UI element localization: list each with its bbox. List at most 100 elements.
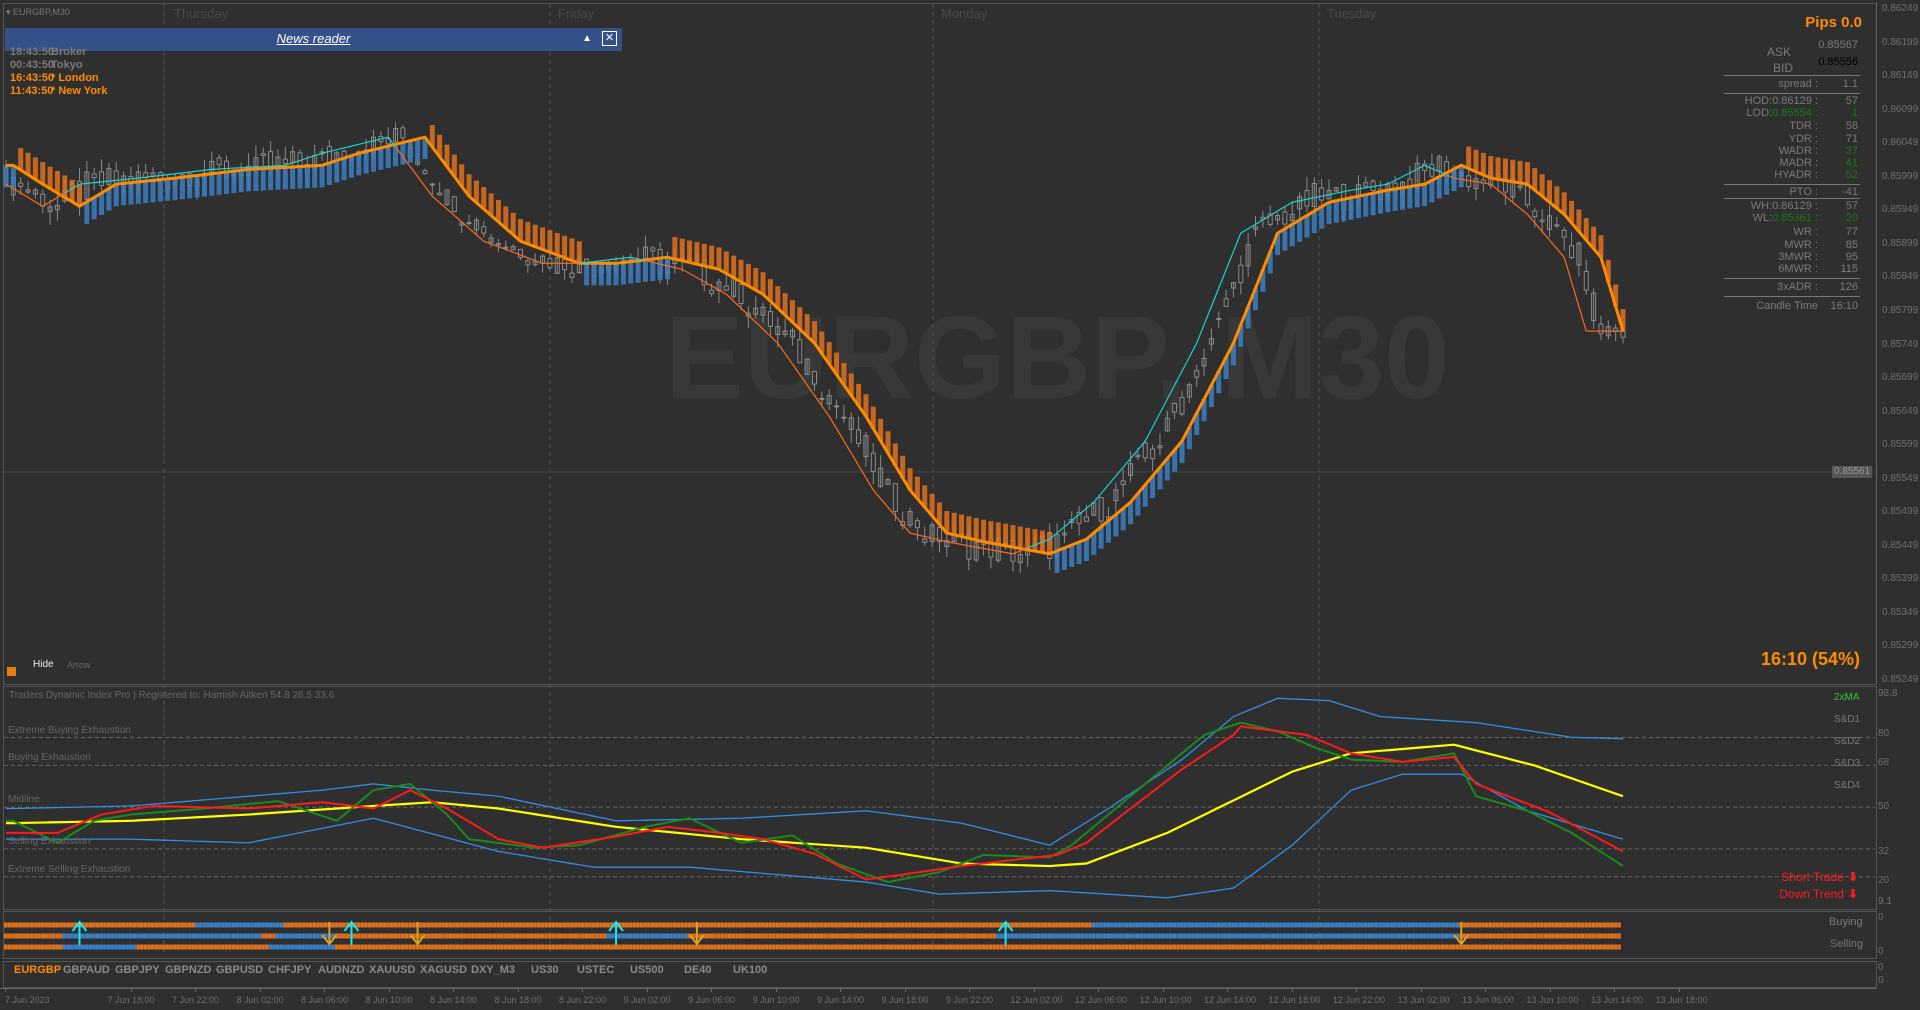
symbol-tab-audnzd[interactable]: AUDNZD xyxy=(318,964,365,976)
signal-dot xyxy=(878,944,883,950)
signal-dot xyxy=(661,933,666,939)
price-tick: 0.85349 xyxy=(1882,606,1919,618)
symbol-tab-gbpjpy[interactable]: GBPJPY xyxy=(115,964,160,976)
hide-button[interactable]: Hide xyxy=(33,659,54,670)
candle-body xyxy=(1561,229,1567,238)
signal-dot xyxy=(1602,933,1607,939)
signal-dot xyxy=(1010,944,1015,950)
signal-dot xyxy=(37,933,41,939)
signal-dot xyxy=(1187,933,1191,939)
news-reader-bar[interactable]: News reader ▲ ✕ xyxy=(5,28,622,51)
signal-dot xyxy=(1102,933,1107,939)
hide-toggle-icon[interactable] xyxy=(7,667,16,676)
symbol-tab-eurgbp[interactable]: EURGBP xyxy=(14,964,62,976)
signal-dot xyxy=(323,933,328,939)
signal-dot xyxy=(272,944,276,950)
fast-ma-segment xyxy=(498,246,507,251)
fast-ma-segment xyxy=(27,196,36,203)
signal-dot xyxy=(1518,933,1522,939)
symbol-tab-xauusd[interactable]: XAUUSD xyxy=(369,964,416,976)
signal-dot xyxy=(720,944,725,950)
signal-dot xyxy=(356,922,361,928)
trend-histogram xyxy=(3,125,1626,573)
signal-dot xyxy=(1477,944,1482,950)
symbol-tab-gbpnzd[interactable]: GBPNZD xyxy=(165,964,212,976)
tdi-lower-band-line xyxy=(6,773,1624,899)
tdi-level-label: Extreme Selling Exhaustion xyxy=(8,863,131,875)
symbol-tab-chfjpy[interactable]: CHFJPY xyxy=(268,964,312,976)
signal-dot xyxy=(761,922,765,928)
bull-bar xyxy=(598,263,604,286)
signal-dot xyxy=(485,933,489,939)
symbol-tab-dxy_m3[interactable]: DXY_M3 xyxy=(471,964,516,976)
buy-arrow-icon xyxy=(71,920,88,945)
signal-dot xyxy=(1077,933,1081,939)
bear-bar xyxy=(900,455,906,478)
fast-ma-segment xyxy=(1284,201,1293,208)
bull-bar xyxy=(326,162,332,185)
signal-dot xyxy=(1591,933,1596,939)
signal-dot xyxy=(985,944,989,950)
signal-dot xyxy=(1437,933,1441,939)
bull-bar xyxy=(371,149,376,172)
fast-ma-segment xyxy=(961,543,969,547)
symbol-tab-us30[interactable]: US30 xyxy=(531,964,559,976)
signal-dot xyxy=(1499,922,1504,928)
tdi-panel-frame[interactable] xyxy=(3,686,1877,910)
signal-dot xyxy=(147,944,151,950)
signal-dot xyxy=(389,933,394,939)
signals-panel-frame[interactable] xyxy=(3,911,1877,959)
signal-dot xyxy=(1128,944,1133,950)
signal-dot xyxy=(1058,933,1063,939)
time-axis[interactable] xyxy=(0,988,1876,989)
price-tick: 0.85549 xyxy=(1882,472,1919,484)
bear-bar xyxy=(687,240,693,263)
signal-dot xyxy=(794,922,798,928)
signal-dot xyxy=(595,922,600,928)
symbol-tab-us500[interactable]: US500 xyxy=(630,964,664,976)
fast-ma-segment xyxy=(285,162,293,166)
triangle-up-icon[interactable]: ▲ xyxy=(582,33,592,44)
fast-ma-segment xyxy=(939,539,947,543)
fast-ma-segment xyxy=(1563,257,1573,283)
symbol-tab-gbpusd[interactable]: GBPUSD xyxy=(216,964,264,976)
signal-dot xyxy=(1121,933,1125,939)
signal-dot xyxy=(1525,933,1529,939)
signal-dot xyxy=(110,922,115,928)
bear-bar xyxy=(459,164,465,187)
signal-dot xyxy=(1073,922,1077,928)
signal-dot xyxy=(1558,933,1563,939)
signal-dot xyxy=(206,944,210,950)
signal-dot xyxy=(209,933,214,939)
symbol-tab-ustec[interactable]: USTEC xyxy=(577,964,615,976)
signal-dot xyxy=(1547,922,1551,928)
price-axis[interactable] xyxy=(1876,3,1877,683)
signal-dot xyxy=(790,922,794,928)
signal-dot xyxy=(1036,922,1041,928)
signal-dot xyxy=(264,944,269,950)
signal-dot xyxy=(841,944,846,950)
close-box-icon[interactable]: ✕ xyxy=(602,31,617,46)
signal-dot xyxy=(1404,922,1408,928)
signal-dot xyxy=(1426,922,1430,928)
symbol-tab-gbpaud[interactable]: GBPAUD xyxy=(63,964,110,976)
news-reader-title[interactable]: News reader xyxy=(276,31,351,46)
signal-dot xyxy=(342,922,346,928)
symbol-tab-xagusd[interactable]: XAGUSD xyxy=(420,964,468,976)
signal-dot xyxy=(628,922,633,928)
candle-body xyxy=(929,524,935,542)
fast-ma-segment xyxy=(1210,287,1220,307)
symbol-tab-uk100[interactable]: UK100 xyxy=(733,964,768,976)
arrow-button[interactable]: Arrow xyxy=(67,660,91,670)
signal-dot xyxy=(1268,944,1272,950)
tdi-legend-1: S&D1 xyxy=(1834,714,1861,725)
signal-dot xyxy=(489,944,493,950)
signal-dot xyxy=(257,922,262,928)
symbol-tab-de40[interactable]: DE40 xyxy=(684,964,712,976)
signal-dot xyxy=(360,922,364,928)
clock-row: 16:43:50* London xyxy=(10,72,99,84)
signal-dot xyxy=(1213,922,1217,928)
signal-dot xyxy=(863,933,868,939)
signal-dot xyxy=(1514,933,1518,939)
